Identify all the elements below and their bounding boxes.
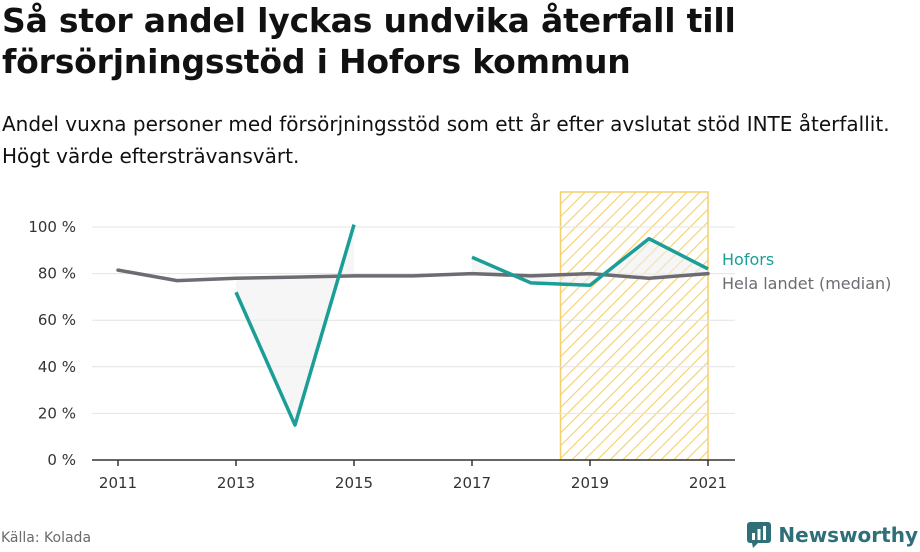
chart-subtitle: Andel vuxna personer med försörjningsstö… <box>2 112 890 168</box>
x-tick-label: 2013 <box>217 474 255 492</box>
x-tick-label: 2017 <box>453 474 491 492</box>
y-tick-label: 60 % <box>38 311 76 329</box>
x-tick-label: 2019 <box>571 474 609 492</box>
y-tick-label: 80 % <box>38 265 76 283</box>
x-tick-label: 2015 <box>335 474 373 492</box>
brand-name: Newsworthy <box>778 523 918 547</box>
y-tick-label: 20 % <box>38 404 76 422</box>
x-tick-label: 2011 <box>99 474 137 492</box>
y-tick-label: 40 % <box>38 358 76 376</box>
difference-area <box>472 238 708 286</box>
source-note: Källa: Kolada <box>1 530 92 546</box>
series-label-median: Hela landet (median) <box>722 274 891 293</box>
series-line-hofors <box>234 224 356 427</box>
chart-title: Så stor andel lyckas undvika återfall ti… <box>2 1 736 81</box>
series-line-hofors <box>471 236 709 287</box>
x-tick-label: 2021 <box>689 474 727 492</box>
y-tick-label: 100 % <box>28 218 76 236</box>
brand-logo: Newsworthy <box>746 520 918 550</box>
newsworthy-logo-icon <box>747 522 772 548</box>
y-tick-label: 0 % <box>47 451 76 469</box>
difference-area <box>236 224 354 426</box>
highlight-period <box>559 191 709 461</box>
series-line-median <box>116 268 710 283</box>
series-label-hofors: Hofors <box>722 250 774 269</box>
